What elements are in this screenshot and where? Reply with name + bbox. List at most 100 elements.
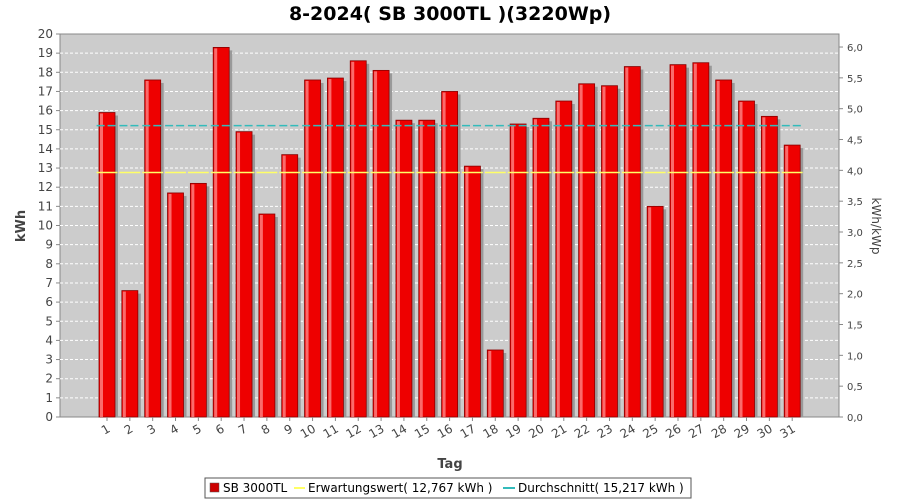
y-tick-label: 3 — [45, 353, 53, 367]
bar-highlight — [693, 63, 697, 417]
x-tick-label: 18 — [481, 421, 501, 441]
bar-highlight — [579, 84, 583, 417]
y-tick-label: 8 — [45, 257, 53, 271]
y2-tick-label: 4,5 — [847, 136, 863, 147]
bar-highlight — [351, 61, 355, 418]
x-tick-label: 12 — [344, 421, 364, 441]
legend: SB 3000TL Erwartungswert( 12,767 kWh ) D… — [204, 477, 692, 499]
y2-tick-label: 3,0 — [847, 228, 863, 239]
y-tick-label: 10 — [38, 219, 53, 233]
bar-highlight — [145, 80, 149, 418]
x-tick-label: 26 — [663, 421, 683, 441]
bar-highlight — [168, 193, 172, 417]
y-tick-label: 0 — [45, 410, 53, 424]
y2-tick-label: 5,0 — [847, 105, 863, 116]
legend-box — [204, 477, 692, 499]
x-tick-label: 6 — [213, 421, 227, 437]
x-tick-label: 5 — [190, 421, 204, 437]
legend-swatch-sb3000tl — [209, 482, 220, 493]
x-tick-label: 7 — [236, 421, 250, 437]
bar-highlight — [214, 48, 218, 417]
chart-title: 8-2024( SB 3000TL )(3220Wp) — [289, 3, 611, 25]
bar-highlight — [488, 350, 492, 417]
x-tick-label: 23 — [595, 421, 615, 441]
x-tick-label: 3 — [145, 421, 159, 437]
y2-tick-label: 1,0 — [847, 351, 863, 362]
reference-lines — [96, 124, 803, 174]
y2-tick-label: 0,5 — [847, 382, 863, 393]
x-tick-label: 9 — [282, 421, 296, 437]
x-tick-label: 14 — [389, 421, 409, 441]
y2-tick-label: 1,5 — [847, 321, 863, 332]
y-tick-label: 13 — [38, 161, 53, 175]
x-tick-label: 10 — [298, 421, 318, 441]
bar-highlight — [442, 92, 446, 417]
x-tick-label: 27 — [686, 421, 706, 441]
x-axis-title: Tag — [437, 457, 462, 472]
x-tick-label: 25 — [640, 421, 660, 441]
legend-label-durchschnitt: Durchschnitt( 15,217 kWh ) — [518, 481, 684, 495]
y-tick-label: 17 — [38, 84, 53, 98]
bar-highlight — [671, 65, 674, 417]
x-tick-label: 31 — [777, 421, 797, 441]
x-tick-label: 2 — [122, 421, 136, 437]
bar-highlight — [533, 119, 537, 417]
y2-tick-label: 0,0 — [847, 413, 863, 424]
bar-highlight — [602, 86, 606, 417]
x-tick-label: 15 — [412, 421, 432, 441]
y-tick-label: 11 — [38, 199, 53, 213]
x-tick-label: 16 — [435, 421, 455, 441]
bar-highlight — [191, 184, 195, 417]
x-tick-label: 8 — [259, 421, 273, 437]
bars — [98, 47, 804, 418]
bar-highlight — [625, 67, 629, 418]
x-tick-label: 20 — [526, 421, 546, 441]
y-tick-label: 14 — [38, 142, 53, 156]
y2-tick-label: 2,5 — [847, 259, 863, 270]
bar-highlight — [419, 121, 423, 418]
x-axis-ticks: 1 2 3 4 5 6 7 8 9 10 11 12 13 14 15 16 17 18 19 20 21 22 23 24 2… — [99, 417, 798, 441]
y2-tick-label: 4,0 — [847, 166, 863, 177]
y-tick-label: 19 — [38, 46, 53, 60]
x-tick-label: 13 — [366, 421, 386, 441]
y-tick-label: 6 — [45, 295, 53, 309]
bar-highlight — [328, 79, 332, 418]
y-tick-label: 20 — [38, 27, 53, 41]
y-tick-label: 18 — [38, 65, 53, 79]
y2-tick-label: 3,5 — [847, 197, 863, 208]
bar-highlight — [556, 102, 560, 418]
bar-highlight — [511, 125, 515, 417]
y-tick-label: 9 — [45, 238, 53, 252]
x-tick-label: 19 — [503, 421, 523, 441]
bar-highlight — [282, 155, 286, 417]
x-tick-label: 4 — [167, 421, 181, 437]
y-tick-label: 1 — [45, 391, 53, 405]
bar-highlight — [739, 102, 743, 418]
y2-tick-label: 5,5 — [847, 74, 863, 85]
y2-axis-title: kWh/kWp — [869, 198, 883, 255]
y-tick-label: 2 — [45, 372, 53, 386]
x-tick-label: 24 — [618, 421, 638, 441]
y-tick-label: 16 — [38, 104, 53, 118]
bar-highlight — [465, 167, 469, 417]
bar-highlight — [762, 117, 766, 417]
x-tick-label: 11 — [321, 421, 341, 441]
x-tick-label: 21 — [549, 421, 569, 441]
y2-tick-label: 6,0 — [847, 43, 863, 54]
y-tick-label: 7 — [45, 276, 53, 290]
bar-highlight — [648, 207, 652, 417]
x-tick-label: 28 — [709, 421, 729, 441]
x-tick-label: 29 — [732, 421, 752, 441]
x-tick-label: 17 — [458, 421, 478, 441]
y-tick-label: 4 — [45, 333, 53, 347]
legend-label-sb3000tl: SB 3000TL — [223, 481, 288, 495]
bar-highlight — [100, 113, 103, 417]
x-tick-label: 30 — [755, 421, 775, 441]
y-tick-label: 15 — [38, 123, 53, 137]
x-tick-label: 22 — [572, 421, 592, 441]
y-axis-title: kWh — [14, 210, 29, 242]
bar-highlight — [716, 80, 720, 418]
bar-highlight — [396, 121, 400, 418]
